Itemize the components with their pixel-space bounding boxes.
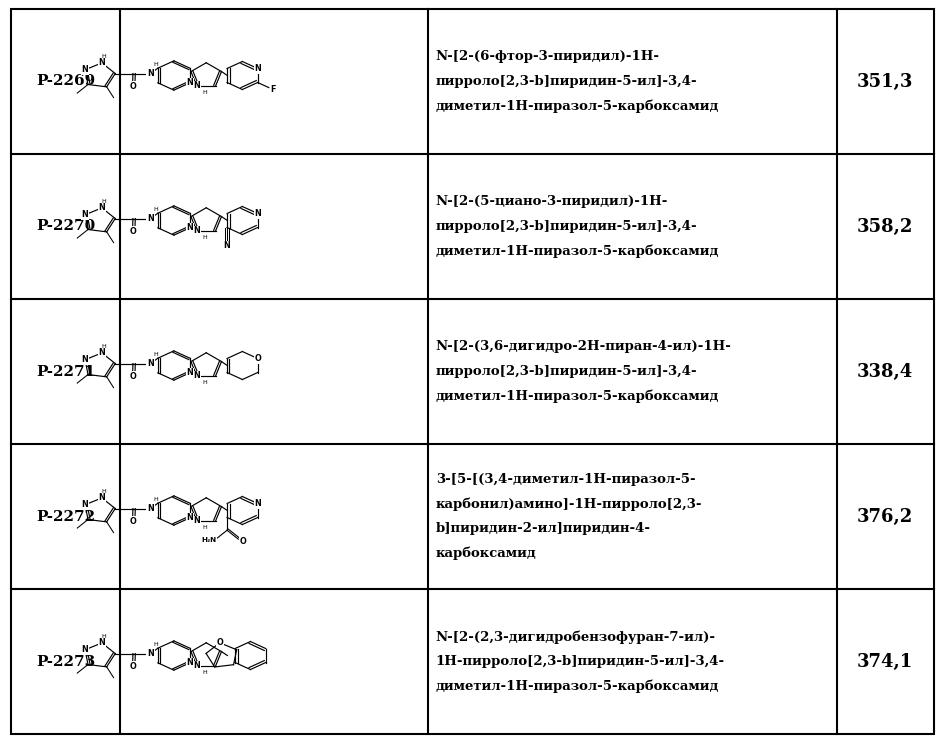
Text: N: N [98,58,105,67]
Text: N: N [254,499,261,508]
Text: N: N [81,500,89,509]
Text: N: N [194,226,200,235]
Text: диметил-1H-пиразол-5-карбоксамид: диметил-1H-пиразол-5-карбоксамид [435,100,718,113]
Text: N: N [194,82,200,91]
Text: пирроло[2,3-b]пиридин-5-ил]-3,4-: пирроло[2,3-b]пиридин-5-ил]-3,4- [435,220,697,233]
Text: 3-[5-[(3,4-диметил-1H-пиразол-5-: 3-[5-[(3,4-диметил-1H-пиразол-5- [435,473,695,486]
Text: P-2271: P-2271 [36,365,95,378]
Text: H: H [153,62,158,67]
Text: диметил-1H-пиразол-5-карбоксамид: диметил-1H-пиразол-5-карбоксамид [435,244,718,258]
Text: H: H [101,634,106,639]
Text: H: H [202,670,207,676]
Text: N-[2-(5-циано-3-пиридил)-1H-: N-[2-(5-циано-3-пиридил)-1H- [435,195,667,208]
Text: P-2272: P-2272 [36,509,95,524]
Text: 338,4: 338,4 [856,363,913,380]
Text: F: F [270,85,276,94]
Text: N: N [98,638,105,647]
Text: O: O [254,354,261,363]
Text: пирроло[2,3-b]пиридин-5-ил]-3,4-: пирроло[2,3-b]пиридин-5-ил]-3,4- [435,365,697,378]
Text: H: H [202,380,207,385]
Text: H: H [202,525,207,530]
Text: O: O [216,638,223,647]
Text: P-2273: P-2273 [36,655,95,669]
Text: H: H [101,53,106,58]
Text: N: N [147,214,154,223]
Text: 374,1: 374,1 [856,652,913,670]
Text: O: O [129,227,136,236]
Text: N: N [98,348,105,357]
Text: N: N [254,64,261,73]
Text: H: H [101,344,106,348]
Text: N: N [147,504,154,513]
Text: 351,3: 351,3 [856,73,913,91]
Text: N: N [98,494,105,503]
Text: b]пиридин-2-ил]пиридин-4-: b]пиридин-2-ил]пиридин-4- [435,522,650,536]
Text: диметил-1H-пиразол-5-карбоксамид: диметил-1H-пиразол-5-карбоксамид [435,679,718,693]
Text: H₂N: H₂N [201,538,216,544]
Text: N: N [224,241,230,250]
Text: N: N [186,513,194,522]
Text: N: N [98,204,105,213]
Text: P-2269: P-2269 [36,74,95,88]
Text: N-[2-(2,3-дигидробензофуран-7-ил)-: N-[2-(2,3-дигидробензофуран-7-ил)- [435,630,715,643]
Text: O: O [129,82,136,91]
Text: H: H [101,198,106,204]
Text: N: N [186,658,194,667]
Text: N: N [194,661,200,670]
Text: O: O [240,536,246,545]
Text: N: N [194,372,200,380]
Text: H: H [101,488,106,494]
Text: N: N [194,516,200,525]
Text: H: H [153,497,158,502]
Text: P-2270: P-2270 [36,219,95,234]
Text: 358,2: 358,2 [856,217,913,235]
Text: N-[2-(6-фтор-3-пиридил)-1H-: N-[2-(6-фтор-3-пиридил)-1H- [435,50,659,63]
Text: N: N [81,65,89,74]
Text: N: N [147,649,154,658]
Text: N: N [254,209,261,218]
Text: H: H [202,91,207,95]
Text: O: O [129,662,136,671]
Text: H: H [153,207,158,212]
Text: N: N [186,79,194,88]
Text: H: H [153,352,158,357]
Text: N: N [81,355,89,364]
Text: диметил-1H-пиразол-5-карбоксамид: диметил-1H-пиразол-5-карбоксамид [435,389,718,403]
Text: H: H [153,642,158,647]
Text: N-[2-(3,6-дигидро-2H-пиран-4-ил)-1H-: N-[2-(3,6-дигидро-2H-пиран-4-ил)-1H- [435,340,731,354]
Text: N: N [147,359,154,368]
Text: N: N [81,645,89,654]
Text: пирроло[2,3-b]пиридин-5-ил]-3,4-: пирроло[2,3-b]пиридин-5-ил]-3,4- [435,75,697,88]
Text: N: N [81,210,89,219]
Text: O: O [129,517,136,526]
Text: 376,2: 376,2 [856,508,913,526]
Text: 1H-пирроло[2,3-b]пиридин-5-ил]-3,4-: 1H-пирроло[2,3-b]пиридин-5-ил]-3,4- [435,655,724,668]
Text: N: N [186,223,194,232]
Text: карбонил)амино]-1H-пирроло[2,3-: карбонил)амино]-1H-пирроло[2,3- [435,497,701,511]
Text: карбоксамид: карбоксамид [435,547,536,560]
Text: O: O [129,372,136,381]
Text: N: N [186,369,194,377]
Text: H: H [202,235,207,240]
Text: N: N [147,69,154,78]
